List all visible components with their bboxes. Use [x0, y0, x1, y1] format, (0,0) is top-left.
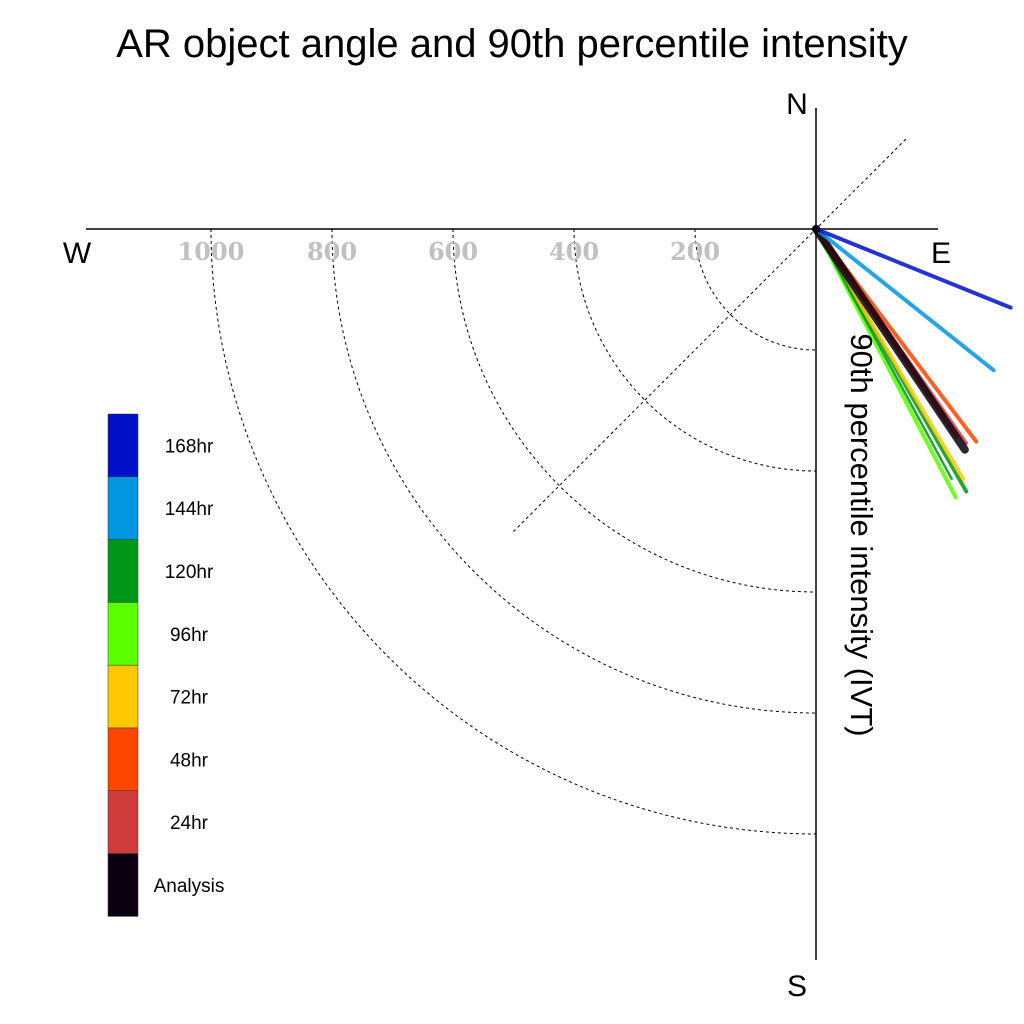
vector-analysis — [812, 225, 969, 454]
tick-label-800: 800 — [307, 237, 357, 266]
legend-swatch-96hr — [107, 602, 139, 666]
origin-point — [812, 225, 820, 233]
tick-label-600: 600 — [428, 237, 478, 266]
grid-arc-800 — [331, 228, 817, 714]
legend-swatch-144hr — [107, 476, 139, 540]
intensity-vectors — [812, 225, 1013, 500]
compass-axes — [86, 108, 938, 960]
grid-arc-400 — [573, 228, 817, 472]
polar-grid — [210, 138, 907, 835]
vector-120hr — [814, 227, 953, 481]
legend-swatch-120hr — [107, 539, 139, 603]
legend-label-72hr: 72hr — [170, 688, 209, 709]
compass-east: E — [931, 237, 951, 270]
legend-swatch-168hr — [107, 413, 139, 478]
vector-144hr — [814, 227, 996, 373]
grid-arc-200 — [694, 228, 817, 351]
grid-arc-1000 — [210, 228, 817, 835]
legend-label-24hr: 24hr — [170, 813, 209, 834]
legend-label-48hr: 48hr — [170, 750, 209, 771]
vector-168hr — [814, 227, 1013, 310]
tick-label-200: 200 — [670, 237, 720, 266]
legend-label-168hr: 168hr — [165, 436, 214, 457]
compass-south: S — [787, 970, 807, 1003]
compass-north: N — [786, 88, 808, 121]
legend-label-analysis: Analysis — [154, 876, 225, 897]
radial-tick-labels: 200 400 600 800 1000 — [178, 237, 720, 266]
grid-diagonal — [511, 138, 907, 534]
chart-title: AR object angle and 90th percentile inte… — [116, 22, 908, 66]
legend-swatch-analysis — [107, 853, 139, 917]
legend: 168hr 144hr 120hr 96hr 72hr 48hr 24hr Analysis — [107, 413, 225, 917]
compass-west: W — [63, 237, 92, 270]
legend-label-96hr: 96hr — [170, 625, 209, 646]
legend-swatch-72hr — [107, 664, 139, 729]
tick-label-1000: 1000 — [178, 237, 245, 266]
legend-label-120hr: 120hr — [165, 562, 214, 583]
grid-arc-600 — [452, 228, 817, 593]
axis-label: 90th percentile intensity (IVT) — [844, 333, 879, 736]
legend-swatch-24hr — [107, 790, 139, 854]
tick-label-400: 400 — [549, 237, 599, 266]
legend-label-144hr: 144hr — [165, 499, 214, 520]
legend-swatch-48hr — [107, 727, 139, 792]
